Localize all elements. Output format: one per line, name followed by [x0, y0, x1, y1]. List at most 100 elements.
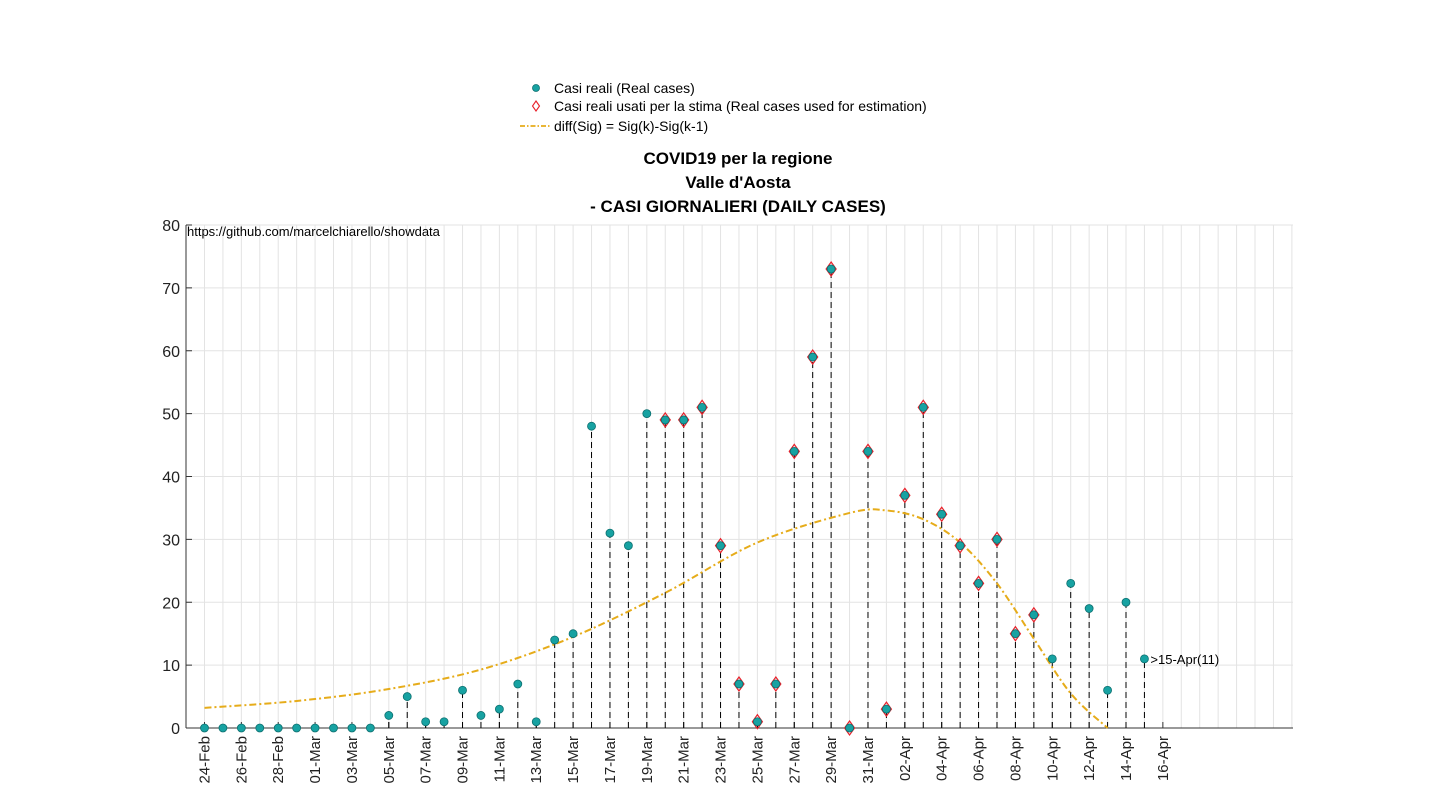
real-case-point — [845, 723, 854, 733]
real-case-point — [329, 723, 338, 733]
x-tick-label: 14-Apr — [1118, 736, 1135, 781]
data-points — [200, 260, 1149, 737]
real-case-point — [1121, 597, 1131, 607]
y-tick-label: 0 — [171, 721, 180, 738]
x-tick-label: 09-Mar — [455, 736, 472, 784]
x-tick-label: 01-Mar — [307, 736, 324, 784]
x-tick-label: 23-Mar — [713, 736, 730, 784]
real-case-point — [697, 402, 707, 412]
x-tick-label: 21-Mar — [676, 736, 693, 784]
real-case-point — [587, 421, 596, 431]
x-tick-label: 19-Mar — [639, 736, 656, 784]
x-tick-label: 07-Mar — [418, 736, 435, 784]
real-case-point — [660, 415, 670, 425]
title-line: Valle d'Aosta — [685, 173, 791, 192]
x-tick-label: 25-Mar — [749, 736, 766, 784]
x-tick-label: 24-Feb — [197, 736, 214, 784]
real-case-point — [955, 541, 965, 551]
real-case-point — [1066, 578, 1076, 588]
x-tick-label: 08-Apr — [1007, 736, 1024, 781]
x-tick-label: 13-Mar — [528, 736, 545, 784]
y-tick-label: 80 — [162, 218, 180, 235]
real-case-point — [292, 723, 302, 733]
x-tick-label: 11-Mar — [491, 736, 508, 782]
real-case-point — [402, 692, 412, 701]
title-line: COVID19 per la regione — [644, 149, 833, 168]
y-tick-label: 60 — [162, 344, 180, 361]
real-case-point — [1084, 604, 1094, 613]
legend-entry-label: Casi reali usati per la stima (Real case… — [554, 98, 927, 114]
real-case-point — [439, 717, 449, 727]
real-case-point — [384, 711, 394, 720]
real-case-point — [568, 629, 578, 639]
real-case-point — [218, 723, 228, 733]
real-case-point — [734, 679, 744, 689]
real-case-point — [310, 723, 320, 733]
axes: 0 10 20 30 40 50 60 70 80 24-Feb 26-Feb 28-Feb 01-Ma… — [162, 218, 1293, 784]
labels: >15-Apr(11) https://github.com/marcelchia… — [187, 224, 1219, 667]
title-line: - CASI GIORNALIERI (DAILY CASES) — [590, 197, 886, 216]
real-case-point — [1140, 654, 1149, 664]
real-case-point — [1103, 685, 1112, 695]
x-tick-label: 06-Apr — [971, 736, 988, 781]
real-case-point — [236, 723, 246, 733]
x-tick-label: 28-Feb — [270, 736, 287, 784]
x-tick-label: 02-Apr — [897, 736, 914, 781]
real-case-point — [900, 490, 910, 500]
real-case-point — [1047, 654, 1057, 664]
real-case-point — [513, 679, 523, 689]
y-tick-label: 10 — [162, 658, 180, 675]
real-case-point — [550, 635, 560, 645]
real-case-point — [826, 264, 836, 274]
real-case-point — [421, 717, 431, 727]
real-case-point — [918, 402, 928, 412]
real-case-point — [623, 541, 633, 551]
fit-curve — [204, 508, 1109, 729]
real-case-point — [753, 717, 762, 727]
real-case-point — [1029, 610, 1039, 620]
stem-lines — [388, 269, 1145, 728]
legend-diamond-marker — [531, 100, 541, 112]
real-case-point — [642, 409, 652, 419]
real-case-point — [605, 528, 615, 538]
legend-entry-label: Casi reali (Real cases) — [554, 80, 695, 96]
y-tick-label: 20 — [162, 595, 180, 612]
x-tick-label: 27-Mar — [786, 736, 803, 784]
y-tick-label: 70 — [162, 281, 180, 298]
real-case-point — [273, 723, 283, 733]
real-case-point — [808, 352, 818, 362]
real-case-point — [716, 541, 725, 551]
x-tick-label: 10-Apr — [1044, 736, 1061, 781]
grid — [186, 224, 1293, 729]
real-case-point — [771, 679, 781, 689]
real-case-point — [347, 723, 357, 733]
end-label: >15-Apr(11) — [1150, 652, 1219, 667]
x-tick-label: 29-Mar — [823, 736, 840, 784]
real-case-point — [1011, 629, 1020, 639]
real-case-point — [494, 704, 504, 714]
x-tick-label: 16-Apr — [1155, 736, 1172, 781]
real-case-point — [476, 711, 486, 720]
x-tick-label: 17-Mar — [602, 736, 619, 784]
real-case-point — [974, 578, 983, 588]
real-case-point — [863, 446, 873, 456]
x-tick-label: 12-Apr — [1081, 736, 1098, 781]
real-case-point — [365, 723, 375, 733]
x-tick-label: 03-Mar — [344, 736, 361, 784]
source-annotation: https://github.com/marcelchiarello/showd… — [187, 224, 441, 239]
real-case-point — [531, 717, 541, 727]
legend: Casi reali (Real cases) Casi reali usati … — [520, 80, 927, 134]
real-case-point — [937, 509, 947, 519]
y-tick-label: 30 — [162, 532, 180, 549]
real-case-point — [882, 704, 891, 714]
x-tick-label: 04-Apr — [934, 736, 951, 781]
real-case-point — [789, 446, 799, 456]
real-case-point — [458, 685, 467, 695]
y-tick-label: 40 — [162, 470, 180, 487]
legend-dot-marker — [532, 84, 540, 92]
real-case-point — [200, 723, 209, 733]
real-case-point — [255, 723, 265, 733]
real-case-point — [992, 534, 1002, 544]
chart-title: COVID19 per la regione Valle d'Aosta - CAS… — [590, 149, 886, 216]
